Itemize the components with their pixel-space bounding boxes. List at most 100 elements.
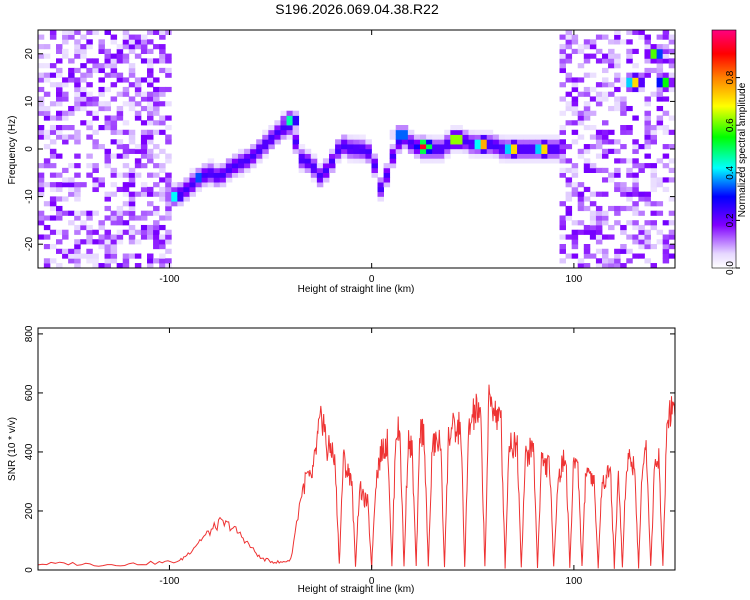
heatmap-cell [62, 96, 69, 102]
heatmap-cell [341, 148, 348, 154]
heatmap-cell [140, 120, 148, 126]
heatmap-cell [595, 101, 603, 107]
heatmap-cell [128, 67, 136, 74]
heatmap-cell [134, 163, 142, 169]
heatmap-cell [98, 91, 105, 97]
heatmap-cell [541, 144, 548, 150]
heatmap-cell [316, 167, 324, 173]
heatmap-cell [571, 39, 579, 45]
heatmap-cell [620, 182, 627, 188]
heatmap-cell [335, 153, 342, 159]
heatmap-cell [147, 77, 154, 83]
heatmap-cell [122, 163, 130, 169]
heatmap-cell [438, 139, 445, 145]
heatmap-cell [638, 196, 645, 202]
heatmap-cell [38, 110, 45, 116]
heatmap-cell [535, 153, 542, 159]
heatmap-cell [650, 44, 657, 50]
heatmap-cell [650, 67, 657, 74]
heatmap-cell [565, 105, 573, 112]
heatmap-cell [56, 72, 63, 78]
heatmap-cell [165, 215, 172, 221]
heatmap-cell [49, 172, 57, 178]
heatmap-cell [98, 239, 105, 245]
heatmap-cell [662, 82, 670, 88]
heatmap-cell [614, 30, 621, 35]
heatmap-cell [608, 48, 615, 54]
heatmap-cell [413, 153, 421, 159]
heatmap-cell [189, 172, 196, 178]
heatmap-cell [165, 258, 172, 264]
heatmap-cell [668, 167, 675, 173]
heatmap-cell [571, 163, 579, 169]
heatmap-cell [571, 120, 579, 126]
heatmap-cell [602, 53, 609, 59]
heatmap-cell [638, 234, 645, 240]
colorbar-ticks: 0.0 0.2 0.4 0.6 0.8 [725, 70, 740, 275]
heatmap-cell [650, 263, 657, 268]
heatmap-cell [165, 125, 172, 131]
heatmap-cell [74, 134, 81, 140]
heatmap-cell [359, 144, 366, 150]
heatmap-cell [620, 244, 627, 250]
heatmap-cell [644, 120, 651, 126]
heatmap-cell [286, 129, 293, 135]
heatmap-cell [86, 96, 93, 102]
heatmap-cell [49, 258, 57, 264]
heatmap-cell [638, 253, 645, 259]
heatmap-cell [632, 158, 639, 164]
heatmap-cell [147, 115, 154, 121]
heatmap-cell [86, 215, 93, 221]
heatmap-cell [147, 91, 154, 97]
heatmap-cell [74, 215, 81, 221]
heatmap-cell [486, 144, 494, 150]
heatmap-cell [474, 148, 482, 154]
heatmap-cell [474, 144, 482, 150]
heatmap-cell [56, 229, 63, 235]
heatmap-cell [608, 258, 615, 264]
heatmap-cell [553, 139, 560, 145]
heatmap-cell [662, 129, 670, 135]
heatmap-cell [389, 148, 397, 154]
heatmap-cell [638, 224, 645, 231]
heatmap-cell [244, 148, 251, 154]
heatmap-cell [68, 210, 75, 216]
heatmap-cell [614, 63, 621, 69]
heatmap-cell [56, 263, 63, 268]
heatmap-cell [110, 125, 118, 131]
heatmap-cell [147, 96, 154, 102]
heatmap-cell [577, 182, 585, 188]
heatmap-cell [128, 229, 136, 235]
heatmap-cell [147, 224, 154, 231]
heatmap-cell [116, 215, 124, 221]
heatmap-cell [147, 30, 154, 35]
heatmap-cell [104, 239, 111, 245]
heatmap-cell [38, 105, 45, 112]
heatmap-cell [432, 153, 439, 159]
heatmap-cell [650, 139, 657, 145]
heatmap-cell [589, 234, 597, 240]
heatmap-cell [650, 134, 657, 140]
spectrogram-ytick-label: -20 [24, 237, 35, 252]
heatmap-cell [559, 158, 566, 164]
heatmap-cell [86, 125, 93, 131]
heatmap-cell [201, 167, 209, 173]
heatmap-cell [656, 48, 664, 54]
heatmap-cell [165, 239, 172, 245]
heatmap-cell [583, 163, 591, 169]
heatmap-cell [43, 44, 51, 50]
heatmap-cell [38, 182, 45, 188]
heatmap-cell [559, 172, 566, 178]
heatmap-cell [583, 205, 591, 212]
heatmap-cell [383, 167, 391, 173]
heatmap-cell [304, 163, 312, 169]
spectrogram-ytick-label: 10 [24, 95, 35, 107]
heatmap-cell [353, 139, 360, 145]
heatmap-cell [274, 125, 281, 131]
heatmap-cell [116, 105, 124, 112]
heatmap-cell [134, 253, 142, 259]
heatmap-cell [559, 224, 566, 231]
heatmap-cell [426, 134, 433, 140]
heatmap-cell [86, 234, 93, 240]
heatmap-cell [38, 177, 45, 183]
